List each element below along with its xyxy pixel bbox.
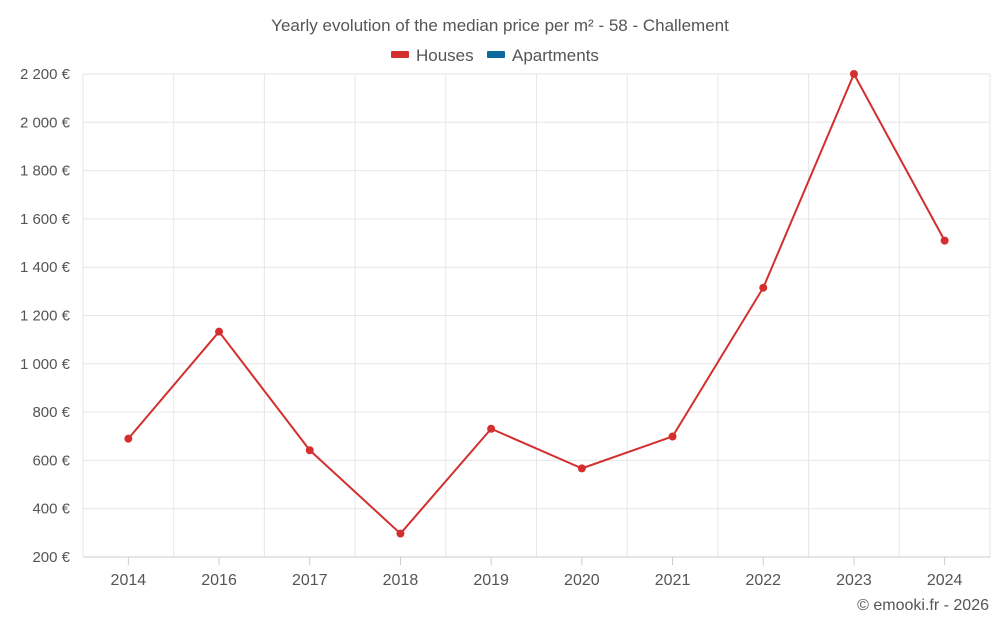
legend: Houses Apartments — [391, 46, 599, 65]
y-tick-label: 1 000 € — [20, 356, 71, 373]
series-line-houses — [127, 73, 946, 535]
x-tick-label: 2016 — [201, 572, 237, 589]
legend-swatch-houses — [391, 51, 409, 58]
y-tick-label: 1 800 € — [20, 163, 71, 180]
x-tick-label: 2023 — [836, 572, 872, 589]
y-tick-label: 2 200 € — [20, 66, 71, 83]
x-tick-label: 2022 — [745, 572, 781, 589]
y-tick-label: 600 € — [32, 452, 70, 469]
legend-item-houses[interactable]: Houses — [391, 46, 474, 65]
legend-item-apartments[interactable]: Apartments — [487, 46, 599, 65]
legend-label-houses: Houses — [416, 46, 474, 65]
x-tick-label: 2024 — [927, 572, 963, 589]
data-point-houses[interactable] — [487, 424, 496, 433]
data-point-houses[interactable] — [305, 446, 314, 455]
data-point-houses[interactable] — [124, 434, 133, 443]
series-layer — [124, 70, 949, 538]
data-point-houses[interactable] — [940, 236, 949, 245]
x-tick-label: 2019 — [473, 572, 509, 589]
y-tick-label: 1 400 € — [20, 259, 71, 276]
legend-swatch-apartments — [487, 51, 505, 58]
y-axis-ticks: 200 € 400 € 600 € 800 € 1 000 € 1 200 € 1 400 … — [20, 66, 71, 566]
chart-title: Yearly evolution of the median price per… — [271, 16, 729, 35]
x-tick-label: 2014 — [111, 572, 147, 589]
x-tick-label: 2018 — [383, 572, 419, 589]
y-tick-label: 1 600 € — [20, 211, 71, 228]
data-point-houses[interactable] — [215, 327, 224, 336]
data-point-houses[interactable] — [668, 432, 677, 441]
x-axis-ticks: 2014 2016 2017 2018 2019 2020 2021 2022 2023 2024 — [111, 557, 963, 589]
y-tick-label: 400 € — [32, 501, 70, 518]
data-point-houses[interactable] — [577, 464, 586, 473]
y-tick-label: 1 200 € — [20, 308, 71, 325]
y-tick-label: 800 € — [32, 404, 70, 421]
legend-label-apartments: Apartments — [512, 46, 599, 65]
credit-text: © emooki.fr - 2026 — [857, 597, 989, 614]
data-point-houses[interactable] — [759, 283, 768, 292]
x-tick-label: 2020 — [564, 572, 600, 589]
y-tick-label: 2 000 € — [20, 114, 71, 131]
x-tick-label: 2021 — [655, 572, 691, 589]
x-tick-label: 2017 — [292, 572, 328, 589]
data-point-houses[interactable] — [396, 529, 405, 538]
data-point-houses[interactable] — [849, 70, 858, 78]
y-tick-label: 200 € — [32, 549, 70, 566]
gridlines — [82, 73, 991, 557]
